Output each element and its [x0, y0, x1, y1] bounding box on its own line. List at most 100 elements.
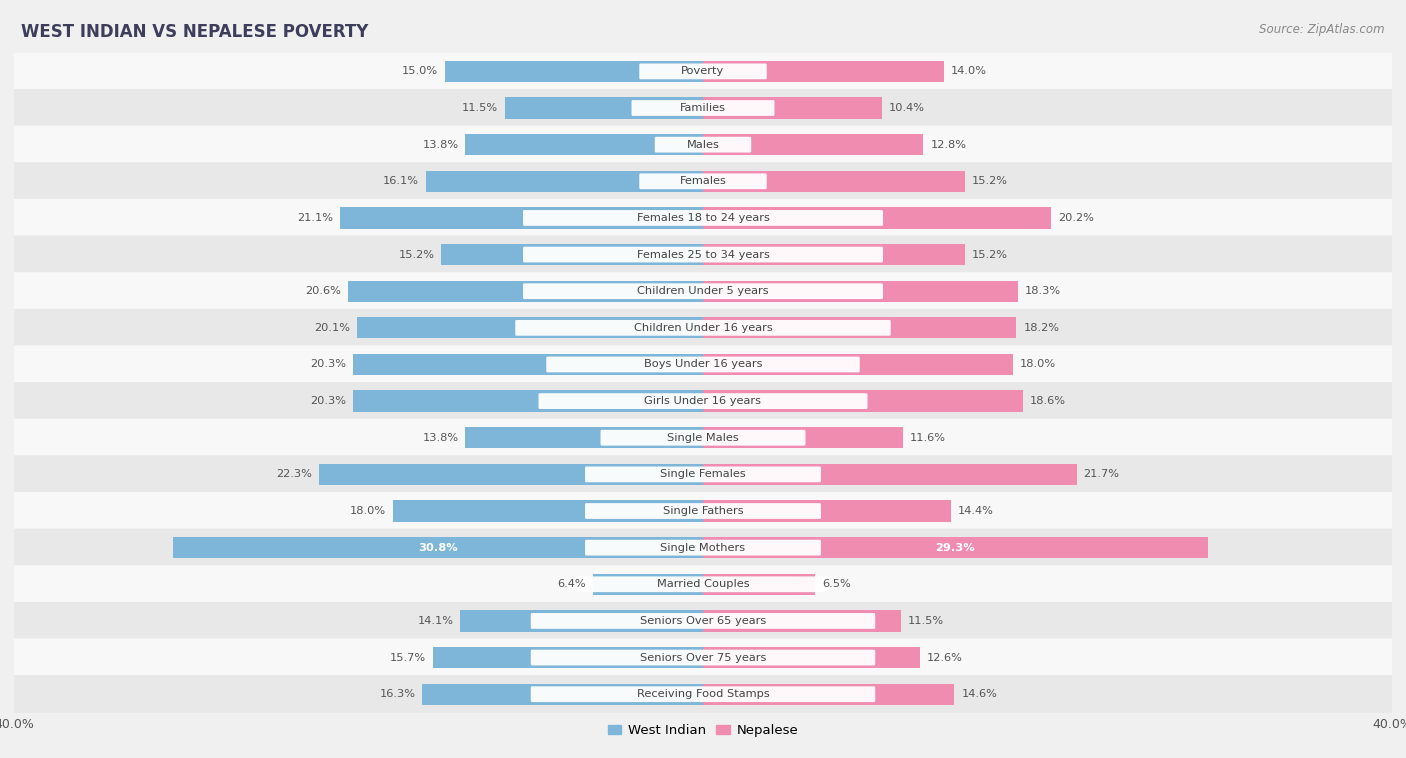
- Text: 18.0%: 18.0%: [350, 506, 387, 516]
- Text: Males: Males: [686, 139, 720, 149]
- Bar: [703, 61, 945, 82]
- Text: 21.7%: 21.7%: [1084, 469, 1119, 479]
- Bar: [444, 61, 703, 82]
- Text: Source: ZipAtlas.com: Source: ZipAtlas.com: [1260, 23, 1385, 36]
- Text: 20.2%: 20.2%: [1057, 213, 1094, 223]
- Bar: [173, 537, 703, 559]
- FancyBboxPatch shape: [531, 686, 875, 702]
- FancyBboxPatch shape: [14, 418, 1392, 457]
- FancyBboxPatch shape: [14, 638, 1392, 677]
- Bar: [357, 317, 703, 339]
- Text: 12.6%: 12.6%: [927, 653, 963, 662]
- Bar: [703, 97, 882, 119]
- FancyBboxPatch shape: [14, 199, 1392, 237]
- Bar: [319, 464, 703, 485]
- FancyBboxPatch shape: [578, 576, 828, 592]
- FancyBboxPatch shape: [14, 272, 1392, 310]
- Text: 29.3%: 29.3%: [935, 543, 976, 553]
- Text: 14.6%: 14.6%: [962, 689, 997, 699]
- Text: 13.8%: 13.8%: [422, 433, 458, 443]
- Bar: [465, 427, 703, 449]
- Text: 15.2%: 15.2%: [972, 177, 1008, 186]
- Text: 22.3%: 22.3%: [276, 469, 312, 479]
- FancyBboxPatch shape: [14, 162, 1392, 200]
- Bar: [703, 610, 901, 631]
- Text: 16.3%: 16.3%: [380, 689, 415, 699]
- FancyBboxPatch shape: [531, 650, 875, 666]
- Bar: [465, 134, 703, 155]
- Bar: [441, 244, 703, 265]
- FancyBboxPatch shape: [655, 136, 751, 152]
- Text: Families: Families: [681, 103, 725, 113]
- Text: 12.8%: 12.8%: [931, 139, 966, 149]
- Text: Single Females: Single Females: [661, 469, 745, 479]
- FancyBboxPatch shape: [14, 236, 1392, 274]
- FancyBboxPatch shape: [14, 675, 1392, 713]
- Text: 15.2%: 15.2%: [972, 249, 1008, 259]
- FancyBboxPatch shape: [14, 492, 1392, 530]
- Bar: [392, 500, 703, 522]
- Text: Boys Under 16 years: Boys Under 16 years: [644, 359, 762, 369]
- Bar: [353, 354, 703, 375]
- Text: 11.6%: 11.6%: [910, 433, 946, 443]
- Text: Children Under 5 years: Children Under 5 years: [637, 287, 769, 296]
- FancyBboxPatch shape: [523, 283, 883, 299]
- Bar: [703, 134, 924, 155]
- Bar: [426, 171, 703, 192]
- Bar: [703, 500, 950, 522]
- Bar: [703, 390, 1024, 412]
- Text: Married Couples: Married Couples: [657, 579, 749, 589]
- Text: Girls Under 16 years: Girls Under 16 years: [644, 396, 762, 406]
- FancyBboxPatch shape: [538, 393, 868, 409]
- Text: 20.3%: 20.3%: [311, 359, 346, 369]
- Bar: [703, 427, 903, 449]
- FancyBboxPatch shape: [14, 382, 1392, 420]
- Bar: [703, 207, 1050, 229]
- Bar: [340, 207, 703, 229]
- Text: 20.6%: 20.6%: [305, 287, 342, 296]
- Text: 20.3%: 20.3%: [311, 396, 346, 406]
- Bar: [703, 464, 1077, 485]
- Bar: [703, 280, 1018, 302]
- Text: 6.4%: 6.4%: [557, 579, 586, 589]
- Text: 11.5%: 11.5%: [463, 103, 498, 113]
- Text: 15.2%: 15.2%: [398, 249, 434, 259]
- Bar: [433, 647, 703, 669]
- FancyBboxPatch shape: [14, 309, 1392, 347]
- FancyBboxPatch shape: [585, 503, 821, 519]
- Text: 10.4%: 10.4%: [889, 103, 925, 113]
- Text: Receiving Food Stamps: Receiving Food Stamps: [637, 689, 769, 699]
- Bar: [703, 244, 965, 265]
- Text: 20.1%: 20.1%: [314, 323, 350, 333]
- Text: 21.1%: 21.1%: [297, 213, 333, 223]
- Text: WEST INDIAN VS NEPALESE POVERTY: WEST INDIAN VS NEPALESE POVERTY: [21, 23, 368, 41]
- Bar: [349, 280, 703, 302]
- Text: 18.2%: 18.2%: [1024, 323, 1059, 333]
- FancyBboxPatch shape: [585, 466, 821, 482]
- Text: Single Males: Single Males: [666, 433, 740, 443]
- Text: Seniors Over 75 years: Seniors Over 75 years: [640, 653, 766, 662]
- FancyBboxPatch shape: [14, 602, 1392, 640]
- FancyBboxPatch shape: [523, 210, 883, 226]
- Text: Females: Females: [679, 177, 727, 186]
- FancyBboxPatch shape: [531, 613, 875, 629]
- Text: Children Under 16 years: Children Under 16 years: [634, 323, 772, 333]
- Text: 14.0%: 14.0%: [950, 67, 987, 77]
- Text: 6.5%: 6.5%: [823, 579, 851, 589]
- Bar: [703, 317, 1017, 339]
- Text: 14.1%: 14.1%: [418, 616, 453, 626]
- Legend: West Indian, Nepalese: West Indian, Nepalese: [603, 719, 803, 742]
- FancyBboxPatch shape: [547, 356, 859, 372]
- FancyBboxPatch shape: [14, 126, 1392, 164]
- FancyBboxPatch shape: [523, 246, 883, 262]
- Bar: [422, 684, 703, 705]
- Bar: [460, 610, 703, 631]
- Text: 16.1%: 16.1%: [382, 177, 419, 186]
- FancyBboxPatch shape: [640, 64, 766, 80]
- Text: 15.0%: 15.0%: [402, 67, 437, 77]
- Text: Females 18 to 24 years: Females 18 to 24 years: [637, 213, 769, 223]
- FancyBboxPatch shape: [631, 100, 775, 116]
- Bar: [703, 537, 1208, 559]
- Bar: [703, 647, 920, 669]
- FancyBboxPatch shape: [14, 456, 1392, 493]
